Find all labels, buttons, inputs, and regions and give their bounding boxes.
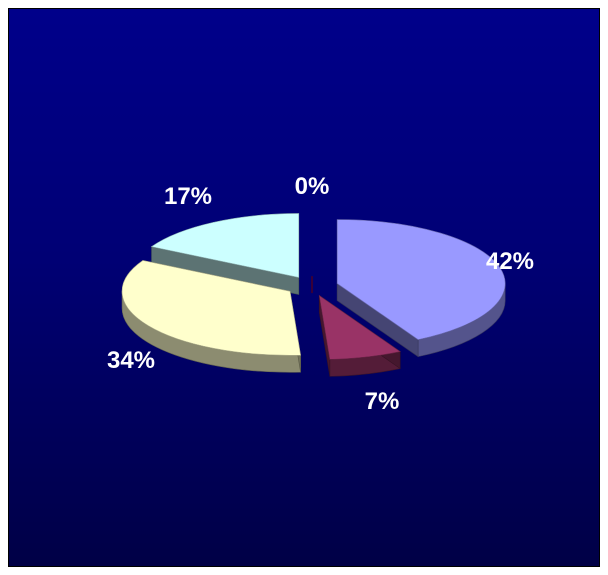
data-label-7pct: 7% <box>365 388 400 415</box>
data-label-34pct: 34% <box>107 347 155 374</box>
pie-slice-7pct <box>318 294 401 377</box>
data-label-42pct: 42% <box>486 248 534 275</box>
pie-slice-42pct <box>336 219 506 358</box>
pie-slice-17pct <box>150 213 300 295</box>
pie-slice-34pct <box>121 260 301 373</box>
data-label-0pct: 0% <box>295 173 330 200</box>
data-label-17pct: 17% <box>164 183 212 210</box>
